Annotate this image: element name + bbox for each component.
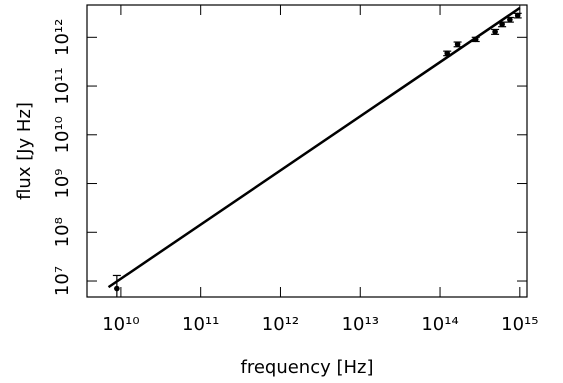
data-point <box>444 50 451 57</box>
y-tick-label: 10⁹ <box>52 168 73 198</box>
data-point <box>114 285 120 292</box>
data-point <box>507 16 513 23</box>
y-tick-label: 10⁸ <box>52 217 73 247</box>
x-tick-label: 10¹¹ <box>182 314 219 335</box>
x-tick-label: 10¹³ <box>342 314 379 335</box>
x-tick-label: 10¹⁵ <box>501 314 538 335</box>
y-tick-label: 10¹² <box>52 19 73 56</box>
plot-frame <box>86 4 528 298</box>
fit-line <box>107 6 521 289</box>
x-tick-label: 10¹² <box>262 314 299 335</box>
data-point <box>499 21 505 28</box>
y-tick-label: 10⁷ <box>52 266 73 296</box>
plot-area <box>107 6 522 297</box>
y-tick-label: 10¹¹ <box>52 67 73 104</box>
data-point <box>492 28 498 35</box>
data-point <box>472 36 479 43</box>
x-tick-label: 10¹⁰ <box>102 314 139 335</box>
y-axis-title: flux [Jy Hz] <box>14 102 35 200</box>
y-tick-label: 10¹⁰ <box>52 116 73 153</box>
data-point <box>454 41 461 48</box>
x-axis-title: frequency [Hz] <box>240 357 373 378</box>
data-point <box>514 12 521 19</box>
x-tick-label: 10¹⁴ <box>421 314 458 335</box>
